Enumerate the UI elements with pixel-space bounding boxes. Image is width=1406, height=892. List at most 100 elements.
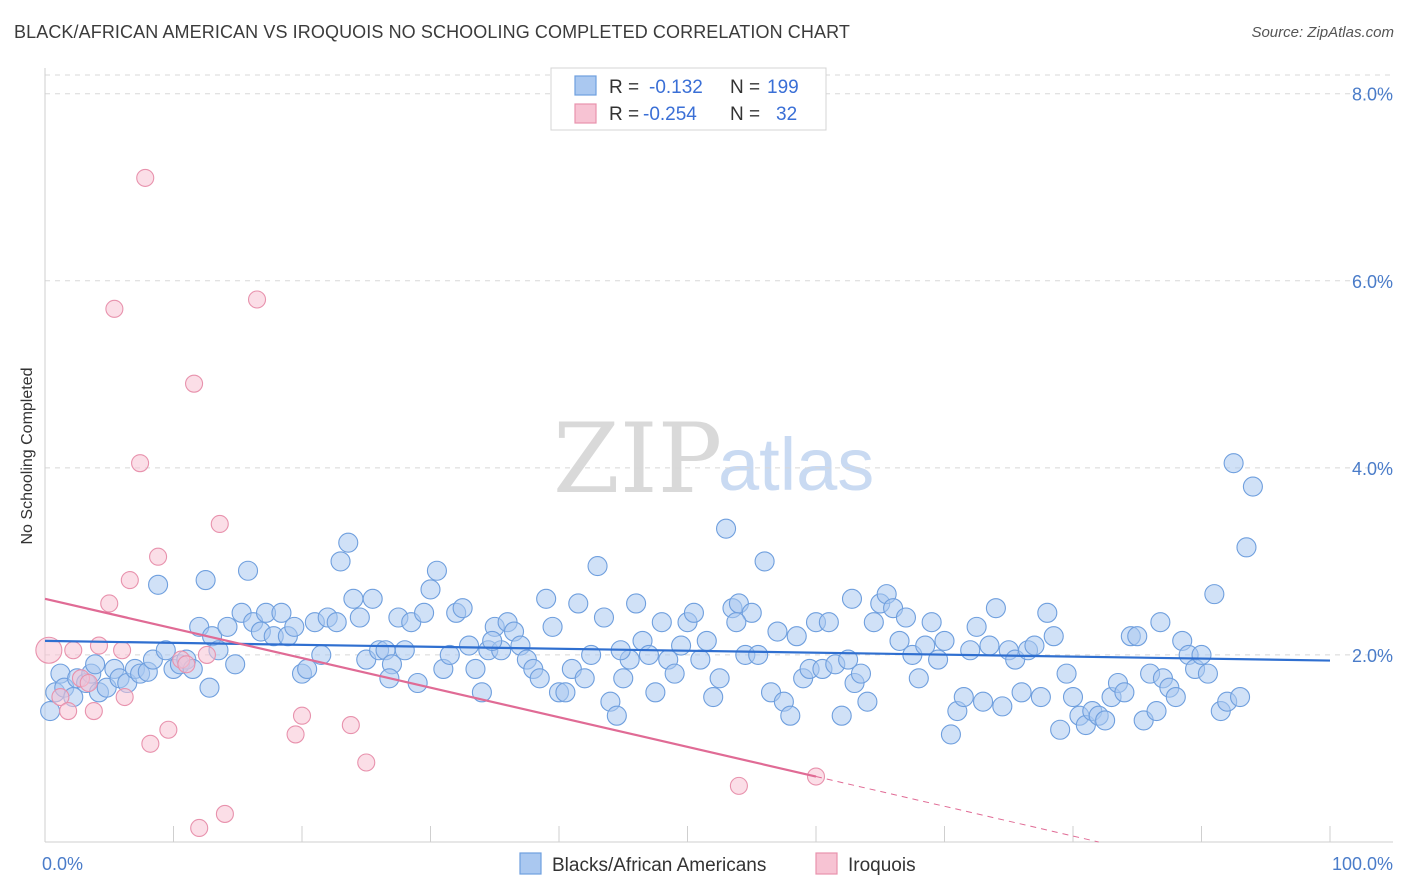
iroquois-point-24 (215, 804, 234, 823)
blacks-point-88 (613, 668, 634, 689)
blacks-point-77 (542, 616, 563, 637)
blacks-point-57 (414, 602, 435, 623)
iroquois-point-12 (120, 571, 139, 590)
iroquois-point-23 (210, 514, 229, 534)
blacks-point-166 (1114, 682, 1135, 703)
blacks-point-44 (330, 551, 351, 572)
blacks-point-28 (225, 654, 246, 675)
iroquois-point-15 (141, 734, 160, 753)
source-label: Source: ZipAtlas.com (1251, 24, 1394, 41)
y-tick-label-1: 4.0% (1352, 459, 1393, 479)
blacks-point-122 (831, 705, 852, 726)
blacks-point-154 (1037, 602, 1058, 623)
blacks-point-180 (1204, 584, 1225, 605)
watermark-zip: ZIP (553, 403, 722, 515)
blacks-point-18 (155, 640, 176, 661)
blacks-point-168 (1127, 626, 1148, 647)
bottom-legend-label-iroquois: Iroquois (848, 855, 916, 876)
blacks-point-102 (703, 686, 724, 708)
iroquois-point-9 (105, 299, 124, 318)
blacks-point-163 (1095, 710, 1116, 731)
blacks-point-93 (645, 682, 666, 703)
blacks-point-126 (857, 691, 878, 712)
iroquois-point-6 (84, 701, 103, 721)
blacks-point-123 (838, 649, 859, 670)
blacks-point-191 (841, 588, 863, 609)
blacks-point-136 (921, 612, 942, 633)
blacks-point-147 (992, 696, 1013, 717)
blacks-point-110 (754, 551, 775, 572)
blacks-point-54 (394, 640, 415, 661)
iroquois-point-1 (51, 687, 70, 707)
blacks-point-46 (343, 588, 364, 609)
blacks-point-145 (979, 635, 1000, 656)
legend-swatch-blue (574, 75, 597, 96)
chart-title: BLACK/AFRICAN AMERICAN VS IROQUOIS NO SC… (14, 22, 850, 42)
blacks-point-27 (217, 616, 238, 637)
legend-n-label-1: N = (730, 77, 760, 98)
blacks-point-43 (326, 612, 347, 633)
y-tick-label-3: 8.0% (1352, 85, 1393, 105)
blacks-point-155 (1043, 626, 1064, 647)
legend-swatch-pink (574, 103, 597, 124)
blacks-point-157 (1056, 663, 1077, 684)
iroquois-trend-extension (815, 776, 1099, 843)
iroquois-point-29 (357, 753, 376, 772)
iroquois-point-27 (292, 706, 312, 725)
iroquois-point-25 (247, 290, 267, 309)
blacks-point-132 (895, 607, 917, 628)
iroquois-trend-line (44, 597, 817, 778)
blacks-point-174 (1165, 686, 1186, 708)
blacks-point-37 (284, 616, 305, 637)
blacks-point-82 (574, 668, 595, 689)
bottom-legend-label-blacks: Blacks/African Americans (552, 855, 766, 876)
blacks-point-143 (966, 616, 987, 637)
blacks-point-194 (726, 612, 747, 633)
blacks-point-45 (338, 532, 359, 553)
blacks-point-179 (1197, 663, 1218, 684)
legend-r-label-2: R = (609, 104, 639, 125)
iroquois-point-0 (35, 636, 63, 664)
blacks-point-114 (780, 705, 801, 726)
y-tick-label-2: 6.0% (1352, 272, 1393, 292)
x-tick-label-0: 0.0% (42, 854, 83, 874)
iroquois-point-17 (159, 720, 178, 739)
legend-n-value-1: 199 (767, 77, 799, 98)
iroquois-point-7 (89, 636, 109, 655)
blacks-point-186 (1242, 476, 1263, 497)
blacks-point-153 (1030, 686, 1051, 708)
blacks-point-63 (452, 598, 473, 619)
blacks-point-64 (458, 635, 480, 656)
blacks-point-92 (638, 644, 660, 665)
blacks-point-185 (1236, 537, 1257, 558)
blacks-point-120 (818, 612, 839, 633)
iroquois-point-3 (64, 641, 83, 660)
blacks-point-134 (908, 668, 929, 689)
iroquois-point-2 (59, 701, 78, 721)
blacks-point-131 (889, 630, 910, 651)
x-tick-label-1: 100.0% (1332, 854, 1393, 874)
bottom-legend-swatch-pink (815, 852, 838, 875)
iroquois-point-14 (136, 168, 155, 187)
blacks-point-150 (1011, 682, 1032, 703)
blacks-point-49 (362, 588, 383, 609)
iroquois-point-22 (197, 645, 216, 664)
tick-labels: 2.0% 4.0% 6.0% 8.0% 0.0% 100.0% (42, 85, 1393, 874)
blacks-point-127 (863, 612, 884, 633)
blacks-point-76 (536, 588, 557, 609)
blacks-point-59 (426, 560, 447, 581)
blacks-point-108 (741, 602, 762, 623)
blacks-point-188 (85, 654, 106, 675)
blacks-point-99 (683, 602, 704, 623)
blacks-point-81 (568, 593, 589, 614)
blacks-point-30 (237, 560, 259, 581)
blacks-point-184 (1230, 686, 1251, 708)
blacks-point-183 (1223, 453, 1244, 474)
iroquois-point-30 (729, 776, 748, 795)
blacks-point-109 (748, 644, 769, 665)
blacks-point-152 (1024, 635, 1045, 656)
blacks-point-100 (690, 649, 711, 670)
blacks-point-139 (940, 724, 961, 745)
blacks-point-101 (696, 630, 717, 651)
